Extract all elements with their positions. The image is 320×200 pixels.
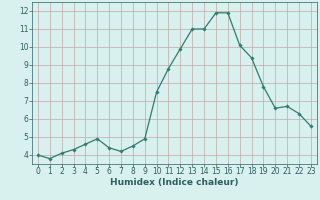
X-axis label: Humidex (Indice chaleur): Humidex (Indice chaleur) [110,178,239,187]
